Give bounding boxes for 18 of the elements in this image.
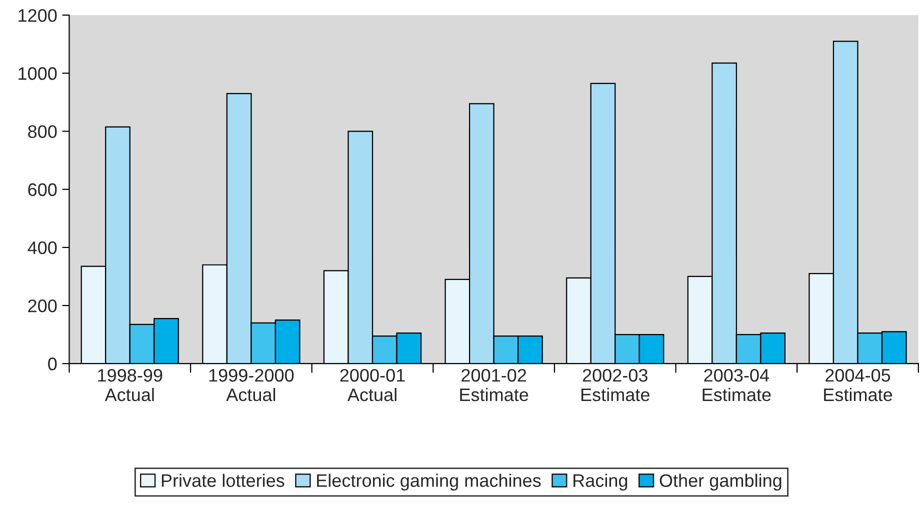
y-tick-label: 400 — [28, 241, 57, 254]
x-tick-label: 1998-99 Actual — [98, 368, 162, 402]
x-tick-label: 1999-2000 Actual — [209, 368, 294, 402]
y-tick-label: 1200 — [18, 9, 57, 22]
y-tick-label: 0 — [48, 358, 57, 370]
legend-label: Private lotteries — [162, 474, 284, 487]
x-tick-label: 2001-02 Estimate — [460, 368, 528, 402]
x-tick-label: 2002-03 Estimate — [581, 368, 650, 402]
y-tick-label: 800 — [28, 125, 57, 138]
legend-label: Electronic gaming machines — [317, 474, 541, 491]
y-tick-label: 600 — [28, 183, 57, 196]
y-tick-label: 200 — [28, 299, 57, 312]
x-tick-label: 2004-05 Estimate — [824, 368, 892, 402]
legend-label: Racing — [574, 474, 628, 491]
legend-label: Other gambling — [660, 474, 782, 491]
y-tick-label: 1000 — [18, 67, 57, 80]
x-tick-label: 2000-01 Actual — [340, 368, 405, 402]
x-tick-label: 2003-04 Estimate — [702, 368, 771, 402]
